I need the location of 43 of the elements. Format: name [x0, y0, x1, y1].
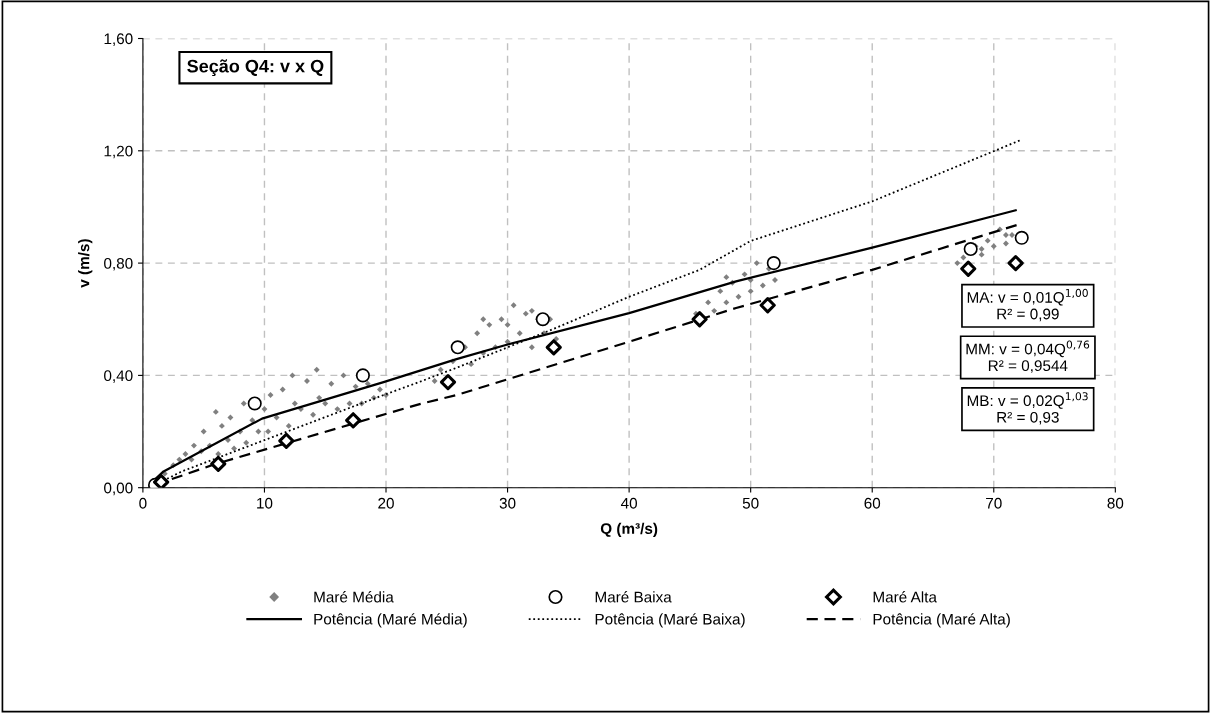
annotation: MM: v = 0,04Q$^{0,76}$ R² = 0,9544 [966, 340, 1090, 373]
annotation: MA: v = 0,01Q$^{1,00}$ R² = 0,99 [967, 288, 1088, 322]
point [759, 297, 776, 314]
x-tick-label: 30 [499, 497, 516, 509]
legend-label: Maré Baixa [595, 591, 672, 603]
x-tick-label: 60 [864, 497, 881, 509]
legend-label: Maré Alta [873, 591, 937, 603]
x-tick-label: 50 [742, 497, 759, 509]
point [766, 256, 781, 271]
text: Seção Q4: v x Q [187, 59, 324, 77]
point [963, 242, 978, 257]
y-tick-label: 0,40 [104, 370, 133, 383]
x-tick-label: 80 [1107, 497, 1124, 509]
legend-label: Maré Média [314, 591, 394, 603]
point [247, 396, 262, 411]
point [210, 455, 227, 472]
x-axis-title: Q (m³/s) [600, 522, 658, 538]
y-tick-label: 1,20 [104, 145, 133, 159]
point [1007, 254, 1024, 272]
x-tick-label: 40 [620, 497, 638, 509]
x-tick-label: 70 [986, 497, 1002, 509]
point [439, 374, 457, 391]
x-tick-label: 0 [139, 497, 147, 509]
point [450, 340, 465, 355]
point [960, 260, 977, 277]
point [1014, 230, 1029, 245]
point [545, 339, 562, 356]
y-tick-label: 0,00 [104, 482, 133, 496]
y-tick-label: 1,60 [104, 33, 133, 46]
y-axis-title: v (m/s) [78, 239, 93, 288]
legend-label: Potência (Maré Média) [314, 613, 467, 628]
point [345, 412, 362, 429]
point [355, 368, 370, 383]
legend-label: Potência (Maré Alta) [873, 613, 1010, 628]
y-tick-label: 0,80 [104, 257, 133, 271]
x-tick-label: 10 [257, 497, 273, 509]
legend-label: Potência (Maré Baixa) [595, 613, 745, 628]
point [153, 473, 170, 488]
x-tick-label: 20 [378, 497, 394, 509]
point [691, 311, 708, 328]
point [535, 312, 550, 327]
point [278, 432, 295, 449]
annotation: MB: v = 0,02Q$^{1,03}$ R² = 0,93 [967, 392, 1088, 425]
